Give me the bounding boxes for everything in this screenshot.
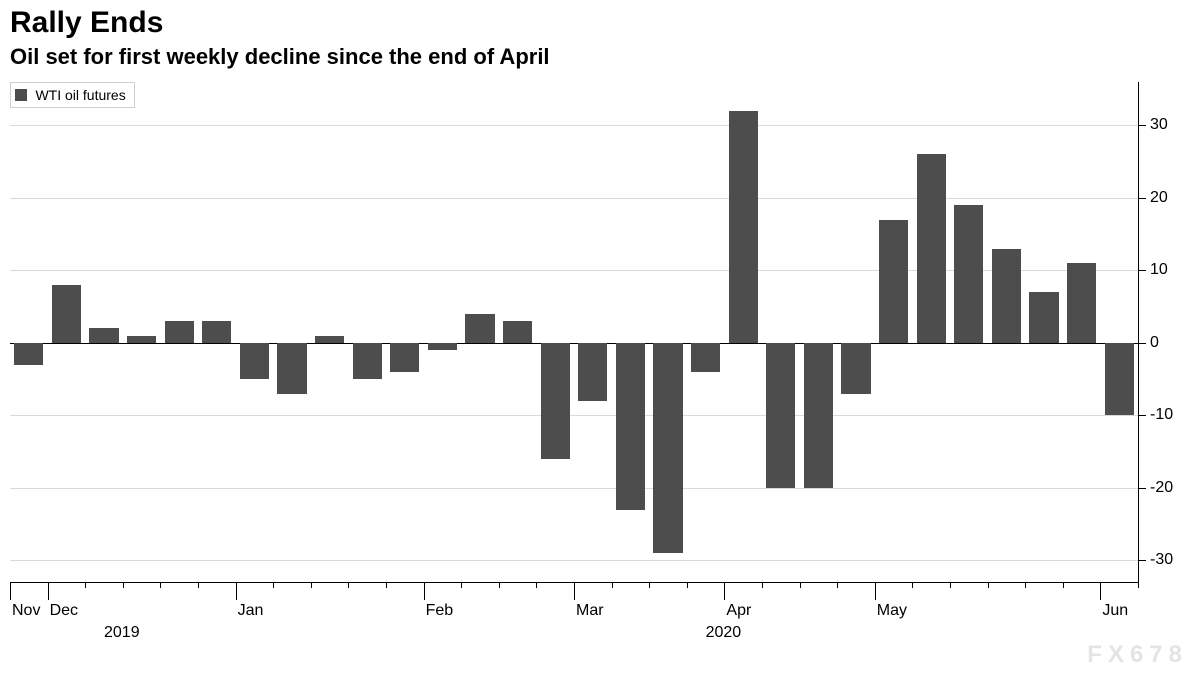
x-tick-label: May [877,602,907,620]
chart-subtitle: Oil set for first weekly decline since t… [10,44,550,70]
x-tick-label: Jun [1102,602,1128,620]
y-tick-mark [1138,343,1146,344]
bar [165,321,194,343]
x-tick-mark [649,582,650,588]
bar [616,343,645,510]
legend-label: WTI oil futures [35,87,125,103]
bar [1067,263,1096,343]
bar [353,343,382,379]
x-tick-mark [386,582,387,588]
bar [428,343,457,350]
bar [202,321,231,343]
bar [691,343,720,372]
y-tick-label: 30 [1150,116,1168,134]
bar [14,343,43,365]
x-tick-mark [536,582,537,588]
y-tick-mark [1138,560,1146,561]
x-tick-mark [988,582,989,588]
bar [277,343,306,394]
x-tick-label: Apr [726,602,751,620]
y-tick-label: -20 [1150,479,1173,497]
legend-swatch [15,89,27,101]
x-tick-label: Nov [12,602,40,620]
bar [52,285,81,343]
bar [390,343,419,372]
x-year-label: 2020 [706,624,742,642]
bar [541,343,570,459]
grid-line [10,488,1138,489]
x-tick-mark [236,582,237,600]
bar [1029,292,1058,343]
grid-line [10,560,1138,561]
y-tick-mark [1138,125,1146,126]
y-tick-label: 0 [1150,334,1159,352]
x-tick-mark [160,582,161,588]
chart-title: Rally Ends [10,6,163,40]
legend: WTI oil futures [10,82,135,108]
x-tick-mark [912,582,913,588]
y-tick-mark [1138,270,1146,271]
x-year-label: 2019 [104,624,140,642]
bar [954,205,983,343]
bar [766,343,795,488]
y-tick-label: 20 [1150,189,1168,207]
bar [992,249,1021,343]
x-tick-mark [950,582,951,588]
bar [240,343,269,379]
bar [917,154,946,342]
plot-area [10,82,1138,582]
watermark: FX678 [1087,641,1188,669]
zero-line [10,343,1138,344]
x-tick-mark [85,582,86,588]
x-tick-label: Mar [576,602,604,620]
x-tick-mark [1025,582,1026,588]
y-tick-label: -10 [1150,406,1173,424]
x-tick-mark [273,582,274,588]
x-tick-mark [123,582,124,588]
y-tick-label: 10 [1150,261,1168,279]
x-tick-mark [1063,582,1064,588]
bar [315,336,344,343]
x-tick-mark [461,582,462,588]
x-tick-mark [875,582,876,600]
y-axis-line [1138,82,1139,582]
y-tick-label: -30 [1150,551,1173,569]
bar [804,343,833,488]
x-tick-mark [348,582,349,588]
x-tick-label: Jan [238,602,264,620]
bar [465,314,494,343]
bar [578,343,607,401]
x-tick-mark [424,582,425,600]
y-tick-mark [1138,488,1146,489]
x-tick-mark [800,582,801,588]
x-tick-mark [48,582,49,600]
x-tick-mark [10,582,11,600]
x-tick-mark [1100,582,1101,600]
x-tick-mark [837,582,838,588]
x-tick-label: Feb [426,602,454,620]
bar [841,343,870,394]
x-tick-mark [687,582,688,588]
bar [879,220,908,343]
bar [89,328,118,342]
bar [503,321,532,343]
bar [653,343,682,553]
x-tick-mark [612,582,613,588]
x-tick-mark [198,582,199,588]
x-tick-mark [311,582,312,588]
x-tick-mark [1138,582,1139,588]
x-tick-mark [499,582,500,588]
x-tick-label: Dec [50,602,78,620]
x-tick-mark [724,582,725,600]
bar [127,336,156,343]
grid-line [10,125,1138,126]
bar [1105,343,1134,415]
x-tick-mark [762,582,763,588]
grid-line [10,415,1138,416]
grid-line [10,198,1138,199]
y-tick-mark [1138,198,1146,199]
bar [729,111,758,343]
y-tick-mark [1138,415,1146,416]
x-tick-mark [574,582,575,600]
